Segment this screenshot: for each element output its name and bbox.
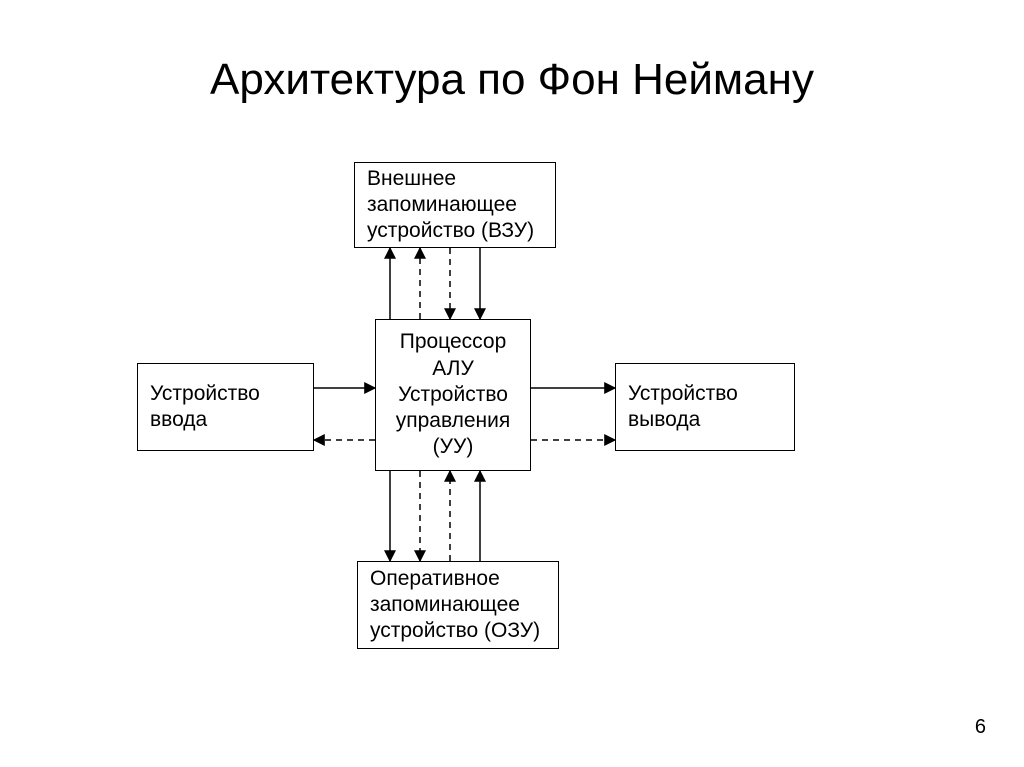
slide-title: Архитектура по Фон Нейману [0,55,1024,105]
node-cpu: ПроцессорАЛУУстройствоуправления(УУ) [375,319,531,471]
node-label: ПроцессорАЛУУстройствоуправления(УУ) [388,329,518,460]
page-number: 6 [975,716,986,739]
node-ext-storage: Внешнеезапоминающееустройство (ВЗУ) [354,162,556,248]
node-label: Устройствоввода [150,381,260,434]
node-label: Устройствовывода [628,381,738,434]
node-label: Оперативноезапоминающееустройство (ОЗУ) [370,566,540,645]
node-output: Устройствовывода [615,363,795,451]
node-label: Внешнеезапоминающееустройство (ВЗУ) [367,166,534,245]
node-input: Устройствоввода [137,363,314,451]
node-ram: Оперативноезапоминающееустройство (ОЗУ) [357,561,559,649]
